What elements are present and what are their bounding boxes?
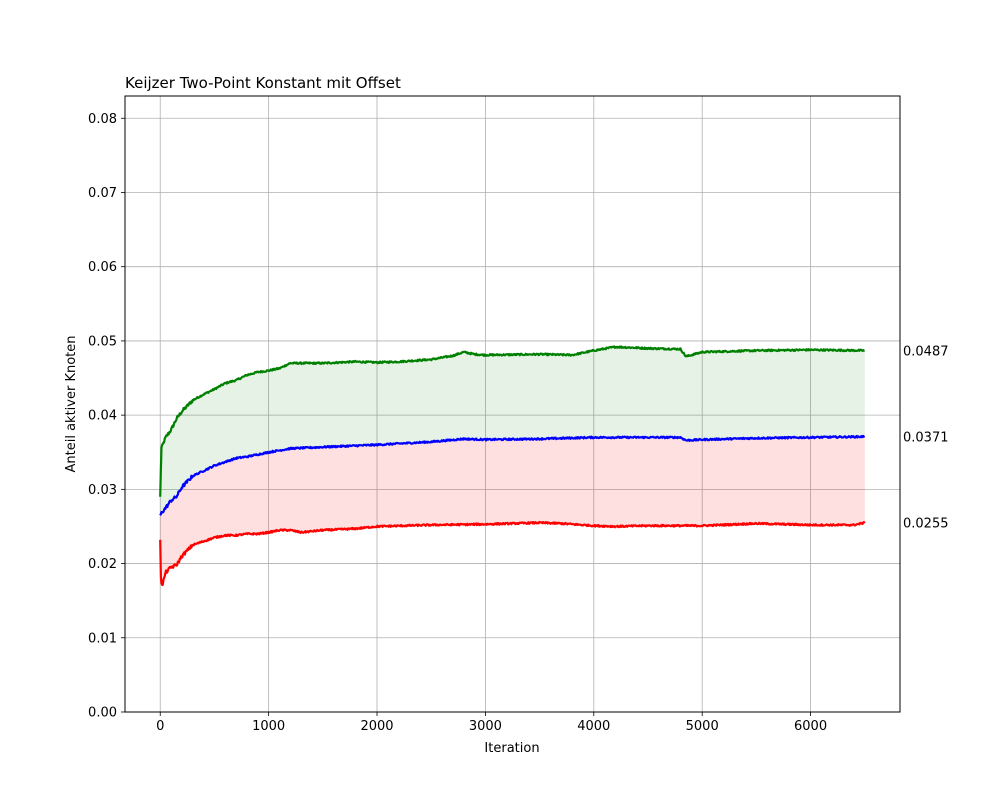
x-tick-label: 1000 <box>252 719 285 734</box>
band-fill <box>160 346 865 516</box>
x-tick-label: 5000 <box>686 719 719 734</box>
x-tick-label: 0 <box>156 719 164 734</box>
chart-title: Keijzer Two-Point Konstant mit Offset <box>125 74 401 92</box>
plot-frame <box>124 95 901 713</box>
band-fills <box>160 346 865 584</box>
series-end-label: 0.0371 <box>903 431 949 446</box>
series-line <box>159 520 866 587</box>
x-axis-title: Iteration <box>484 741 539 756</box>
x-tick-label: 6000 <box>794 719 827 734</box>
series-line <box>159 345 865 497</box>
y-tick-label: 0.07 <box>88 186 117 201</box>
y-tick-label: 0.03 <box>88 483 117 498</box>
x-tick-label: 2000 <box>360 719 393 734</box>
y-tick-label: 0.05 <box>88 334 117 349</box>
end-labels: 0.0487 0.0371 0.0255 <box>903 345 949 532</box>
y-tick-label: 0.00 <box>88 706 117 721</box>
y-axis-title: Anteil aktiver Knoten <box>64 335 79 472</box>
x-tick-label: 4000 <box>577 719 610 734</box>
axis-ticks: 0 1000 2000 3000 4000 5000 6000 0.00 0.01 0.02 0.0… <box>88 112 827 734</box>
series-end-label: 0.0487 <box>903 345 949 360</box>
y-tick-label: 0.01 <box>88 631 117 646</box>
series-end-label: 0.0255 <box>903 517 949 532</box>
y-tick-label: 0.06 <box>88 260 117 275</box>
y-tick-label: 0.02 <box>88 557 117 572</box>
y-tick-label: 0.04 <box>88 409 117 424</box>
y-tick-label: 0.08 <box>88 112 117 127</box>
band-fill <box>160 436 865 584</box>
series-line <box>159 434 866 516</box>
series-lines <box>159 345 866 587</box>
x-tick-label: 3000 <box>469 719 502 734</box>
